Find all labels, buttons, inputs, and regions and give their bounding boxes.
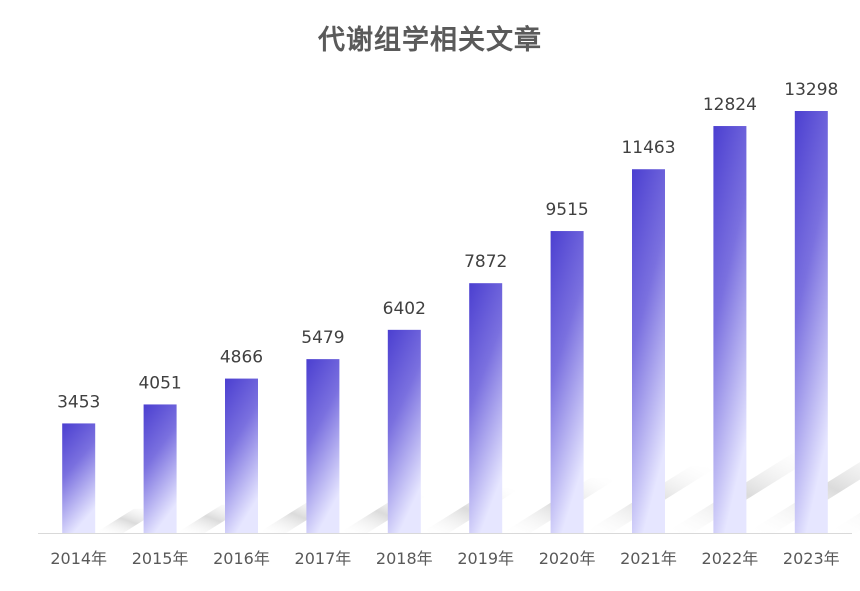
x-tick-label: 2019年 (457, 549, 514, 568)
x-tick-label: 2015年 (132, 549, 189, 568)
bar (469, 283, 503, 533)
chart-title: 代谢组学相关文章 (318, 25, 542, 56)
bar (387, 329, 421, 533)
x-tick-label: 2022年 (702, 549, 759, 568)
value-label-layer: 3453 4051 4866 5479 6402 7872 9515 11463 12824 13… (57, 80, 838, 412)
bar (62, 423, 96, 533)
x-tick-label: 2017年 (295, 549, 352, 568)
bar (143, 404, 177, 533)
bar-value-label: 13298 (784, 80, 838, 100)
bar-value-label: 12824 (703, 95, 757, 115)
x-tick-layer: 2014年 2015年 2016年 2017年 2018年 2019年 2020年 2021年… (50, 549, 839, 568)
bar-shadow (746, 462, 860, 533)
bar-value-label: 9515 (545, 200, 588, 220)
bar (632, 169, 665, 534)
bar (306, 359, 340, 533)
bar-value-label: 5479 (301, 328, 344, 348)
bar (713, 126, 747, 533)
bar-value-label: 4051 (138, 373, 181, 393)
bar (794, 111, 828, 533)
x-tick-label: 2021年 (620, 549, 677, 568)
bar-layer (62, 111, 828, 534)
x-tick-label: 2018年 (376, 549, 433, 568)
bar (550, 231, 584, 533)
x-tick-label: 2020年 (539, 549, 596, 568)
bar-value-label: 6402 (383, 299, 426, 319)
bar-value-label: 4866 (220, 348, 263, 368)
bar-value-label: 11463 (621, 138, 675, 158)
bar (225, 378, 258, 533)
bar-value-label: 7872 (464, 252, 507, 272)
x-tick-label: 2023年 (783, 549, 840, 568)
bar-shadow (827, 512, 860, 533)
bar-value-label: 3453 (57, 392, 100, 412)
x-tick-label: 2016年 (213, 549, 270, 568)
x-tick-label: 2014年 (50, 549, 107, 568)
